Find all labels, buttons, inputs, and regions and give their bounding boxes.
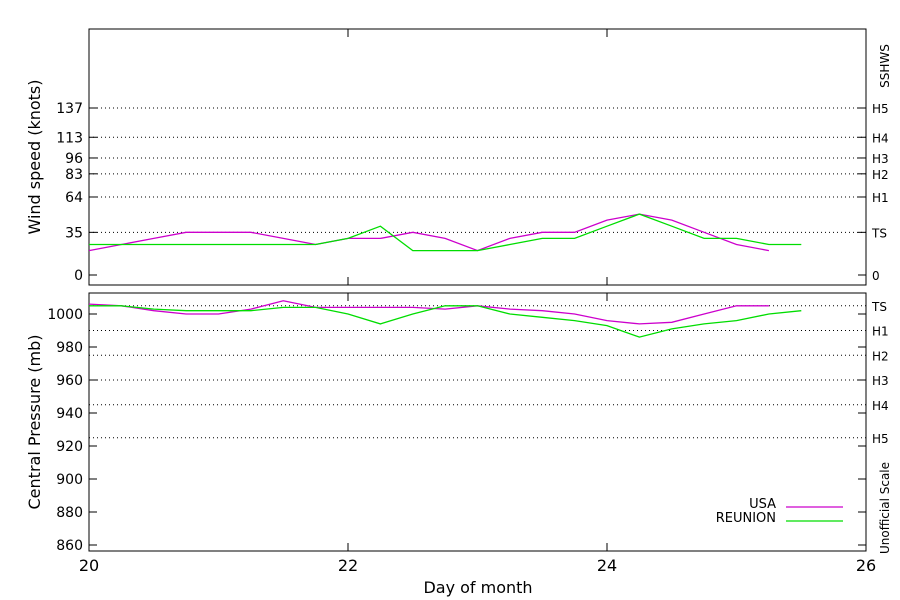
wind-right-label: TS: [871, 226, 887, 240]
central-pressure-panel: 860 880 900 920 940 960 980 1000 TS H1 H2 H3 H4 H5 Uno…: [25, 292, 892, 554]
pressure-right-label: H1: [872, 325, 889, 339]
x-tick-label: 26: [856, 556, 876, 575]
x-tick-label: 24: [597, 556, 617, 575]
x-tick-label: 20: [79, 556, 99, 575]
wind-ytick-label: 64: [65, 190, 83, 206]
pressure-series-reunion-line: [89, 305, 802, 338]
wind-right-label: H3: [872, 152, 889, 166]
pressure-ytick-label: 960: [56, 373, 83, 389]
pressure-right-label: H4: [872, 399, 889, 413]
pressure-ytick-label: 860: [56, 538, 83, 554]
pressure-right-scale-title: Unofficial Scale: [878, 462, 892, 554]
legend-label-usa: USA: [749, 497, 776, 512]
pressure-right-label: H3: [872, 374, 889, 388]
pressure-right-label: H5: [872, 432, 889, 446]
wind-series-usa-line: [88, 213, 770, 252]
pressure-ytick-label: 980: [56, 340, 83, 356]
wind-series-reunion-line: [89, 213, 802, 252]
wind-ytick-label: 137: [56, 101, 83, 117]
wind-ytick-label: 113: [56, 130, 83, 146]
pressure-series-usa-line: [88, 300, 769, 325]
pressure-ytick-label: 900: [56, 472, 83, 488]
pressure-right-label: H2: [872, 349, 889, 363]
wind-ytick-label: 83: [65, 167, 83, 183]
wind-y-axis-label: Wind speed (knots): [25, 79, 44, 234]
wind-ytick-label: 0: [74, 268, 83, 284]
x-tick-label: 22: [338, 556, 358, 575]
wind-right-label: H2: [872, 168, 889, 182]
wind-frame: [88, 28, 867, 286]
wind-right-label: H5: [872, 102, 889, 116]
pressure-ytick-label: 940: [56, 406, 83, 422]
wind-right-scale-title: SSHWS: [878, 44, 892, 88]
wind-right-label: 0: [872, 269, 880, 283]
pressure-y-axis-label: Central Pressure (mb): [25, 335, 44, 510]
x-axis-label: Day of month: [423, 578, 532, 597]
wind-right-label: H4: [872, 131, 889, 145]
legend-label-reunion: REUNION: [716, 511, 776, 526]
pressure-ytick-label: 1000: [47, 307, 83, 323]
pressure-ytick-label: 880: [56, 505, 83, 521]
pressure-right-label: TS: [871, 300, 887, 314]
pressure-ytick-label: 920: [56, 439, 83, 455]
wind-ytick-label: 35: [65, 225, 83, 241]
x-axis: 20 22 24 26 Day of month: [79, 556, 876, 597]
pressure-frame: [88, 292, 867, 552]
wind-ytick-label: 96: [65, 151, 83, 167]
wind-right-label: H1: [872, 191, 889, 205]
